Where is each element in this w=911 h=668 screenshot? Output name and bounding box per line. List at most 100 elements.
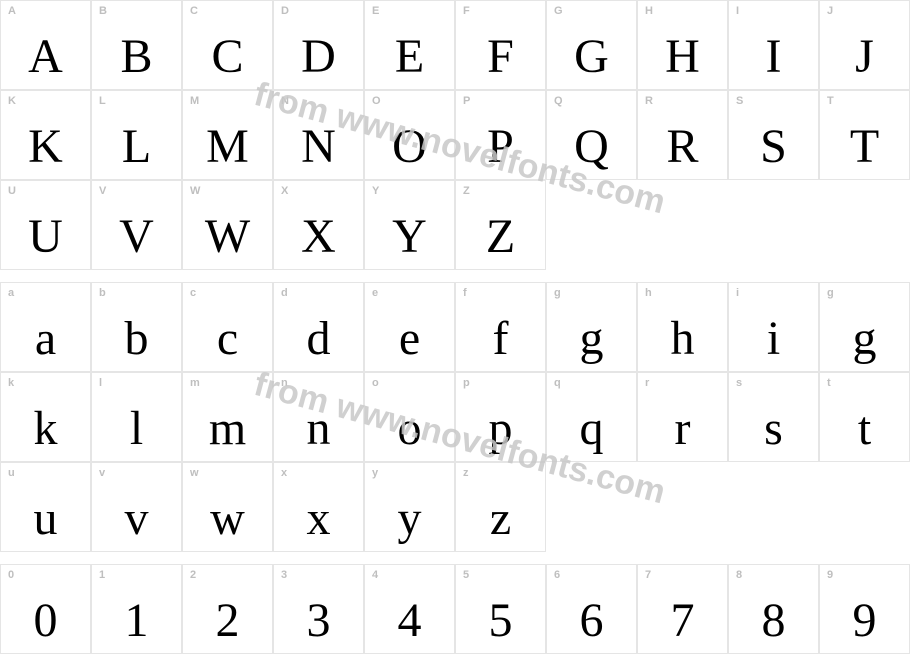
glyph-cell-label: B [99, 5, 107, 17]
glyph-cell: ii [728, 282, 819, 372]
glyph-cell: nn [273, 372, 364, 462]
glyph-cell-label: o [372, 377, 379, 389]
glyph-cell: MM [182, 90, 273, 180]
glyph-cell: JJ [819, 0, 910, 90]
glyph-cell: ss [728, 372, 819, 462]
glyph-cell-label: 4 [372, 569, 378, 581]
glyph-cell-glyph: 9 [820, 597, 909, 645]
glyph-cell-glyph: P [456, 123, 545, 171]
glyph-cell-glyph: b [92, 315, 181, 363]
glyph-cell-label: t [827, 377, 831, 389]
glyph-cell-glyph: x [274, 495, 363, 543]
glyph-cell-glyph: H [638, 33, 727, 81]
glyph-cell-label: g [827, 287, 834, 299]
glyph-cell-glyph: q [547, 405, 636, 453]
glyph-cell-label: M [190, 95, 199, 107]
glyph-cell-label: b [99, 287, 106, 299]
glyph-cell-label: O [372, 95, 381, 107]
glyph-cell: 33 [273, 564, 364, 654]
glyph-row: AABBCCDDEEFFGGHHIIJJ [0, 0, 911, 90]
glyph-cell-label: D [281, 5, 289, 17]
glyph-cell-glyph: G [547, 33, 636, 81]
glyph-cell-glyph: O [365, 123, 454, 171]
glyph-cell: UU [0, 180, 91, 270]
glyph-cell: bb [91, 282, 182, 372]
glyph-cell-glyph: c [183, 315, 272, 363]
glyph-cell-label: g [554, 287, 561, 299]
glyph-cell-glyph: z [456, 495, 545, 543]
row-spacer [0, 270, 911, 282]
glyph-cell: 99 [819, 564, 910, 654]
glyph-cell: ff [455, 282, 546, 372]
glyph-cell-glyph: w [183, 495, 272, 543]
glyph-cell: CC [182, 0, 273, 90]
glyph-cell-glyph: A [1, 33, 90, 81]
glyph-cell: DD [273, 0, 364, 90]
glyph-cell-label: x [281, 467, 287, 479]
glyph-cell-label: u [8, 467, 15, 479]
glyph-cell-glyph: C [183, 33, 272, 81]
glyph-cell-glyph: F [456, 33, 545, 81]
glyph-cell-label: U [8, 185, 16, 197]
glyph-cell-glyph: h [638, 315, 727, 363]
glyph-cell: tt [819, 372, 910, 462]
glyph-cell-label: m [190, 377, 200, 389]
glyph-cell-label: V [99, 185, 106, 197]
glyph-cell: XX [273, 180, 364, 270]
glyph-cell: ZZ [455, 180, 546, 270]
glyph-cell-label: n [281, 377, 288, 389]
glyph-cell-label: 0 [8, 569, 14, 581]
glyph-row: 00112233445566778899 [0, 564, 911, 654]
glyph-cell-glyph: m [183, 405, 272, 453]
glyph-cell: 22 [182, 564, 273, 654]
glyph-cell-label: r [645, 377, 649, 389]
glyph-cell-glyph: Y [365, 213, 454, 261]
glyph-cell-label: h [645, 287, 652, 299]
glyph-cell-label: 1 [99, 569, 105, 581]
glyph-cell-glyph: L [92, 123, 181, 171]
glyph-cell-glyph: S [729, 123, 818, 171]
glyph-cell-glyph: 6 [547, 597, 636, 645]
glyph-cell-label: 8 [736, 569, 742, 581]
glyph-cell: ee [364, 282, 455, 372]
glyph-cell: ll [91, 372, 182, 462]
glyph-cell-label: v [99, 467, 105, 479]
glyph-cell: RR [637, 90, 728, 180]
glyph-cell-glyph: e [365, 315, 454, 363]
glyph-cell-glyph: T [820, 123, 909, 171]
glyph-cell-glyph: g [547, 315, 636, 363]
glyph-cell-label: R [645, 95, 653, 107]
glyph-cell-label: y [372, 467, 378, 479]
glyph-cell-label: w [190, 467, 199, 479]
glyph-cell-label: c [190, 287, 196, 299]
glyph-row: uuvvwwxxyyzz [0, 462, 911, 552]
glyph-cell-label: N [281, 95, 289, 107]
glyph-cell-label: Z [463, 185, 470, 197]
glyph-cell-label: K [8, 95, 16, 107]
glyph-cell-glyph: N [274, 123, 363, 171]
glyph-cell-label: s [736, 377, 742, 389]
glyph-cell-glyph: M [183, 123, 272, 171]
glyph-cell-glyph: 1 [92, 597, 181, 645]
glyph-cell-label: z [463, 467, 469, 479]
glyph-cell: hh [637, 282, 728, 372]
glyph-cell-glyph: Q [547, 123, 636, 171]
glyph-cell-glyph: 2 [183, 597, 272, 645]
glyph-cell-label: 3 [281, 569, 287, 581]
glyph-cell: LL [91, 90, 182, 180]
glyph-cell: yy [364, 462, 455, 552]
glyph-cell: mm [182, 372, 273, 462]
glyph-cell-label: 9 [827, 569, 833, 581]
glyph-cell-label: X [281, 185, 288, 197]
glyph-cell-glyph: B [92, 33, 181, 81]
glyph-cell-label: f [463, 287, 467, 299]
glyph-cell-glyph: i [729, 315, 818, 363]
glyph-cell-label: 5 [463, 569, 469, 581]
glyph-cell-label: S [736, 95, 743, 107]
glyph-cell-glyph: s [729, 405, 818, 453]
glyph-cell-label: e [372, 287, 378, 299]
glyph-cell-glyph: n [274, 405, 363, 453]
glyph-cell: SS [728, 90, 819, 180]
glyph-row: aabbccddeeffgghhiigg [0, 282, 911, 372]
glyph-cell: WW [182, 180, 273, 270]
